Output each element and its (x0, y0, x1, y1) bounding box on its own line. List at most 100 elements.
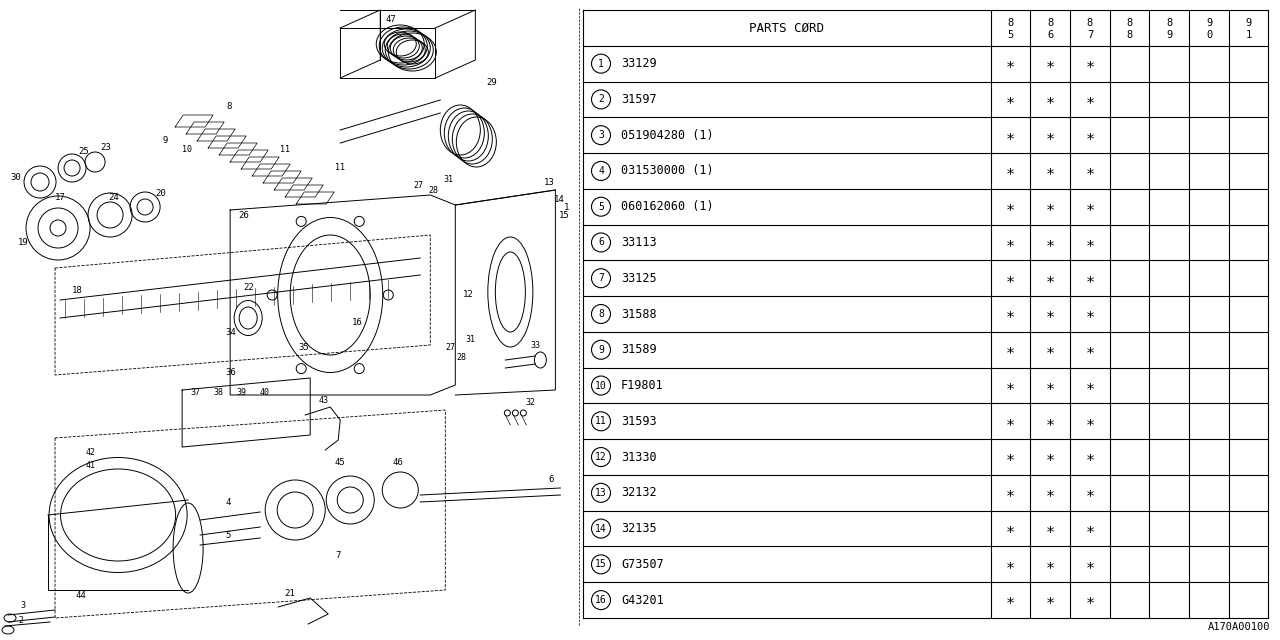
Text: 7: 7 (598, 273, 604, 284)
Text: ∗: ∗ (1085, 342, 1094, 357)
Text: ∗: ∗ (1006, 521, 1015, 536)
Text: 1: 1 (1245, 30, 1252, 40)
Text: 9: 9 (1166, 30, 1172, 40)
Text: ∗: ∗ (1006, 235, 1015, 250)
Text: 14: 14 (553, 195, 564, 204)
Text: 44: 44 (76, 591, 86, 600)
Text: ∗: ∗ (1046, 235, 1055, 250)
Text: ∗: ∗ (1046, 521, 1055, 536)
Text: ∗: ∗ (1046, 163, 1055, 179)
Text: ∗: ∗ (1085, 414, 1094, 429)
Text: 31330: 31330 (621, 451, 657, 463)
Text: 28: 28 (429, 186, 438, 195)
Text: 10: 10 (595, 381, 607, 390)
Text: ∗: ∗ (1085, 127, 1094, 143)
Text: 6: 6 (548, 475, 554, 484)
Text: 8: 8 (1007, 17, 1014, 28)
Text: 32135: 32135 (621, 522, 657, 535)
Text: 16: 16 (352, 318, 364, 327)
Text: 29: 29 (486, 78, 497, 87)
Text: 031530000 (1): 031530000 (1) (621, 164, 714, 177)
Text: G43201: G43201 (621, 594, 664, 607)
Text: ∗: ∗ (1085, 56, 1094, 71)
Text: ∗: ∗ (1006, 593, 1015, 607)
Text: 27: 27 (445, 343, 456, 352)
Text: 31588: 31588 (621, 307, 657, 321)
Text: 3: 3 (20, 601, 26, 610)
Text: 5: 5 (225, 531, 230, 540)
Text: 8: 8 (1047, 17, 1053, 28)
Text: ∗: ∗ (1006, 557, 1015, 572)
Text: 12: 12 (463, 290, 474, 299)
Text: 9: 9 (163, 136, 168, 145)
Text: ∗: ∗ (1085, 449, 1094, 465)
Text: 16: 16 (595, 595, 607, 605)
Text: ∗: ∗ (1006, 485, 1015, 500)
Text: ∗: ∗ (1006, 92, 1015, 107)
Text: 27: 27 (413, 181, 424, 190)
Text: 11: 11 (595, 416, 607, 426)
Text: 5: 5 (1007, 30, 1014, 40)
Text: ∗: ∗ (1046, 307, 1055, 321)
Text: ∗: ∗ (1046, 92, 1055, 107)
Text: 36: 36 (225, 368, 236, 377)
Text: 33113: 33113 (621, 236, 657, 249)
Text: A170A00100: A170A00100 (1207, 622, 1270, 632)
Text: 33129: 33129 (621, 57, 657, 70)
Text: 12: 12 (595, 452, 607, 462)
Text: 9: 9 (1245, 17, 1252, 28)
Text: ∗: ∗ (1046, 593, 1055, 607)
Text: 17: 17 (55, 193, 65, 202)
Text: 41: 41 (86, 461, 96, 470)
Text: 31: 31 (466, 335, 475, 344)
Text: 11: 11 (335, 163, 346, 172)
Text: ∗: ∗ (1006, 163, 1015, 179)
Text: 8: 8 (1126, 30, 1133, 40)
Text: 42: 42 (86, 448, 96, 457)
Text: ∗: ∗ (1046, 557, 1055, 572)
Text: 23: 23 (100, 143, 111, 152)
Text: ∗: ∗ (1085, 271, 1094, 285)
Text: 051904280 (1): 051904280 (1) (621, 129, 714, 141)
Text: ∗: ∗ (1046, 378, 1055, 393)
Text: ∗: ∗ (1006, 342, 1015, 357)
Text: ∗: ∗ (1085, 92, 1094, 107)
Text: 18: 18 (72, 286, 83, 295)
Text: 8: 8 (1126, 17, 1133, 28)
Text: ∗: ∗ (1006, 307, 1015, 321)
Text: 11: 11 (280, 145, 291, 154)
Text: F19801: F19801 (621, 379, 664, 392)
Text: 46: 46 (392, 458, 403, 467)
Text: ∗: ∗ (1085, 485, 1094, 500)
Text: ∗: ∗ (1006, 127, 1015, 143)
Text: 39: 39 (237, 388, 246, 397)
Text: ∗: ∗ (1085, 235, 1094, 250)
Text: ∗: ∗ (1046, 449, 1055, 465)
Text: 9: 9 (1206, 17, 1212, 28)
Text: ∗: ∗ (1085, 163, 1094, 179)
Text: 33125: 33125 (621, 272, 657, 285)
Text: 34: 34 (225, 328, 236, 337)
Text: 40: 40 (259, 388, 269, 397)
Text: ∗: ∗ (1006, 414, 1015, 429)
Text: ∗: ∗ (1006, 56, 1015, 71)
Text: ∗: ∗ (1085, 307, 1094, 321)
Text: 9: 9 (598, 345, 604, 355)
Text: 8: 8 (598, 309, 604, 319)
Text: 6: 6 (598, 237, 604, 248)
Text: 30: 30 (10, 173, 20, 182)
Text: 0: 0 (1206, 30, 1212, 40)
Text: 19: 19 (18, 238, 28, 247)
Text: 14: 14 (595, 524, 607, 534)
Text: 26: 26 (238, 211, 248, 220)
Text: 31: 31 (443, 175, 453, 184)
Text: ∗: ∗ (1006, 271, 1015, 285)
Text: 32132: 32132 (621, 486, 657, 499)
Text: 31589: 31589 (621, 343, 657, 356)
Text: G73507: G73507 (621, 558, 664, 571)
Text: 8: 8 (1087, 17, 1093, 28)
Text: 22: 22 (243, 283, 253, 292)
Text: 33: 33 (530, 341, 540, 350)
Text: 7: 7 (335, 551, 340, 560)
Text: ∗: ∗ (1006, 449, 1015, 465)
